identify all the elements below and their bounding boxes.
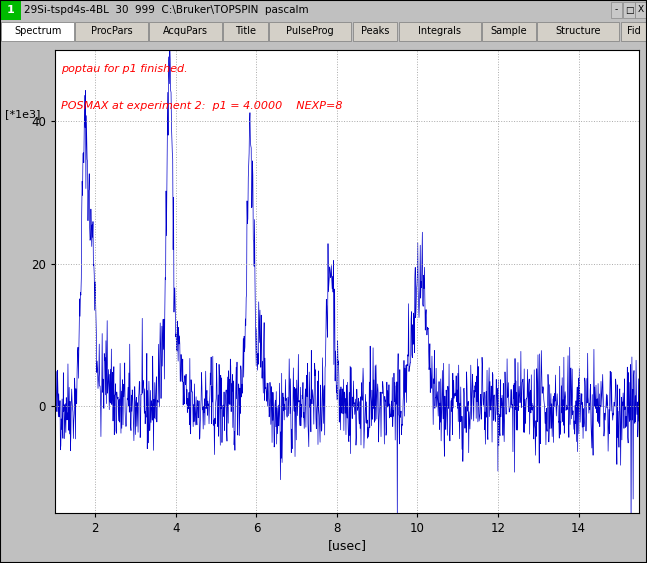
Text: POSMAX at experiment 2:  p1 = 4.0000    NEXP=8: POSMAX at experiment 2: p1 = 4.0000 NEXP… (61, 101, 342, 111)
Text: -: - (615, 6, 619, 15)
Bar (353, 21, 397, 41)
Bar (611, 2, 622, 19)
Text: Structure: Structure (556, 25, 601, 35)
Bar (538, 21, 619, 41)
Text: AcquPars: AcquPars (163, 25, 208, 35)
Text: poptau for p1 finished.: poptau for p1 finished. (61, 64, 188, 74)
Bar (149, 21, 222, 41)
Bar (635, 2, 647, 19)
Text: Spectrum: Spectrum (14, 25, 61, 35)
Bar (620, 21, 647, 41)
Text: Integrals: Integrals (418, 25, 461, 35)
Text: Title: Title (235, 25, 256, 35)
Bar (623, 2, 635, 19)
X-axis label: [usec]: [usec] (327, 539, 366, 552)
Text: Sample: Sample (490, 25, 527, 35)
Text: ProcPars: ProcPars (91, 25, 133, 35)
Text: X: X (638, 6, 644, 15)
Bar (399, 21, 481, 41)
Bar (0, 0, 21, 20)
Text: PulseProg: PulseProg (287, 25, 334, 35)
Text: Fid: Fid (627, 25, 641, 35)
Text: 1: 1 (6, 5, 14, 15)
Text: Peaks: Peaks (361, 25, 389, 35)
Text: 29Si-tspd4s-4BL  30  999  C:\Bruker\TOPSPIN  pascalm: 29Si-tspd4s-4BL 30 999 C:\Bruker\TOPSPIN… (24, 5, 309, 15)
Bar (482, 21, 536, 41)
Bar (75, 21, 148, 41)
Y-axis label: [*1e3]: [*1e3] (5, 109, 41, 119)
Bar (223, 21, 268, 41)
Text: □: □ (624, 6, 633, 15)
Bar (269, 21, 351, 41)
Bar (1, 21, 74, 41)
